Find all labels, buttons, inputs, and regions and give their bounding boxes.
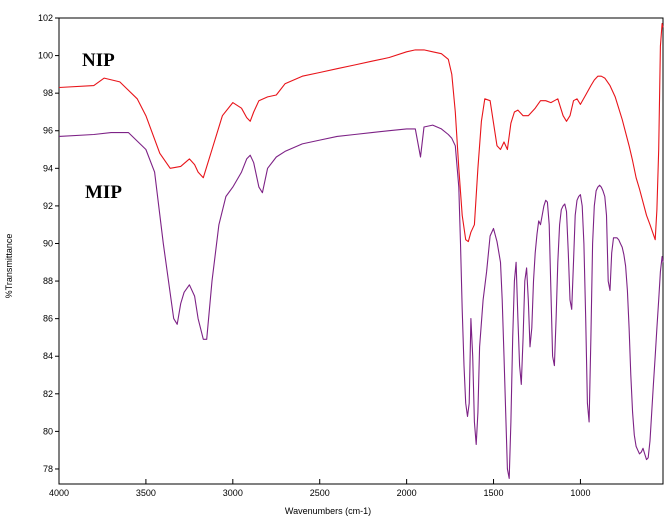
y-tick-label: 78 [43,464,53,474]
x-tick-label: 1500 [484,488,504,498]
plot-area [58,17,664,485]
x-axis: 4000 3500 3000 2500 2000 1500 1000 [49,479,590,498]
y-tick-label: 84 [43,351,53,361]
series-label-mip: MIP [85,182,122,203]
series-line-nip [58,23,664,243]
x-tick-label: 3000 [223,488,243,498]
y-tick-label: 100 [38,51,53,61]
y-tick-label: 82 [43,389,53,399]
y-tick-label: 90 [43,238,53,248]
x-tick-label: 2500 [310,488,330,498]
y-axis-title: %Transmittance [4,234,14,299]
series-layer [58,23,664,479]
y-tick-label: 92 [43,201,53,211]
y-tick-label: 94 [43,163,53,173]
y-tick-label: 88 [43,276,53,286]
y-tick-label: 86 [43,314,53,324]
y-tick-label: 98 [43,88,53,98]
y-tick-label: 96 [43,126,53,136]
x-tick-label: 1000 [570,488,590,498]
x-tick-label: 4000 [49,488,69,498]
series-label-nip: NIP [82,50,115,71]
y-tick-label: 102 [38,13,53,23]
y-tick-label: 80 [43,426,53,436]
x-axis-title: Wavenumbers (cm-1) [285,506,371,516]
series-line-mip [58,124,664,479]
y-axis: 78 80 82 84 86 88 90 92 94 96 98 100 102 [38,13,59,474]
x-tick-label: 3500 [136,488,156,498]
x-tick-label: 2000 [397,488,417,498]
